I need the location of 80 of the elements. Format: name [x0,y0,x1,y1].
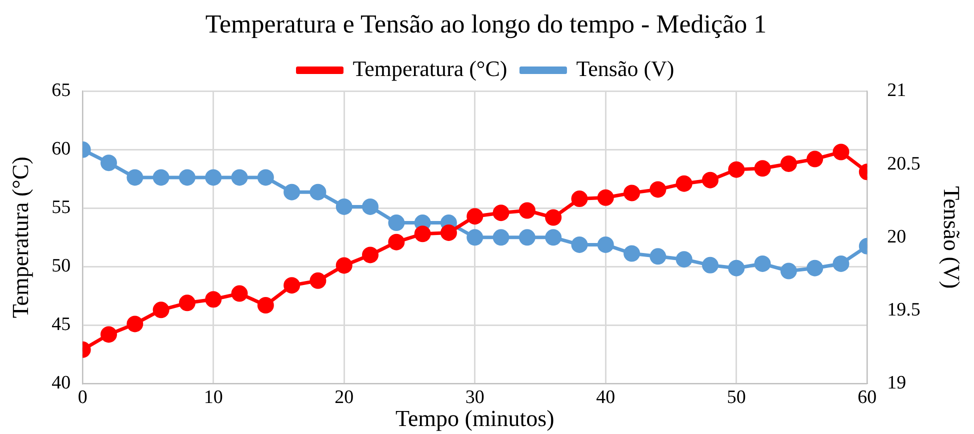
point [780,155,797,172]
point [231,285,248,302]
point [806,260,824,276]
x-tick-label: 30 [465,386,484,408]
point [231,169,248,186]
point [100,326,117,343]
x-tick-label: 0 [78,386,88,408]
y2-tick-label: 20 [887,226,906,248]
y2-tick-label: 19.5 [887,299,920,320]
point [388,234,405,250]
point [597,189,614,206]
point [336,257,352,274]
point [257,169,274,186]
point [597,236,614,253]
point [492,204,510,222]
legend-label: Temperatura (°C) [352,56,508,81]
point [284,277,300,294]
point [676,251,692,268]
point [152,169,170,186]
point [388,214,405,232]
point [545,209,562,226]
point [676,175,692,192]
point [440,224,457,241]
point [702,256,718,274]
point [624,184,640,202]
point [126,169,144,186]
y2-tick-label: 21 [887,80,906,102]
point [832,144,850,160]
x-tick-label: 20 [334,386,354,408]
y2-axis-title: Tensão (V) [939,186,964,289]
point [571,236,588,253]
point [518,202,536,219]
point [362,198,379,215]
point [178,294,196,312]
y-tick-label: 40 [52,372,71,394]
y-tick-label: 50 [52,256,71,277]
y-tick-label: 45 [52,314,71,336]
point [624,245,640,262]
x-tick-label: 10 [204,386,223,408]
point [466,208,484,225]
point [205,291,222,308]
point [518,229,536,246]
point [780,262,797,280]
point [806,150,824,168]
point [178,169,196,186]
point [754,160,771,177]
point [310,184,326,200]
y-tick-label: 60 [52,138,71,160]
y2-tick-label: 19 [887,372,906,394]
point [310,272,326,289]
y-axis-title: Temperatura (°C) [8,156,33,318]
y-tick-label: 55 [52,197,71,218]
point [336,198,352,215]
point [284,184,300,200]
point [152,302,170,318]
point [650,248,666,265]
y2-tick-label: 20.5 [887,153,920,174]
chart-title: Temperatura e Tensão ao longo do tempo - Medição 1 [205,9,767,38]
point [728,161,745,178]
point [492,229,510,246]
legend-label: Tensão (V) [576,56,674,81]
point [100,154,117,172]
point [571,190,588,208]
point [832,255,850,272]
x-tick-label: 60 [858,386,877,408]
point [702,172,718,188]
point [650,181,666,198]
point [257,296,274,314]
point [754,255,771,272]
point [728,260,745,276]
y-tick-label: 65 [52,80,71,102]
point [126,316,144,332]
point [414,226,431,242]
x-axis-title: Tempo (minutos) [396,406,554,432]
x-tick-label: 40 [596,386,616,408]
point [466,229,484,246]
x-tick-label: 50 [726,386,746,408]
point [362,246,379,264]
point [545,229,562,246]
point [205,169,222,186]
